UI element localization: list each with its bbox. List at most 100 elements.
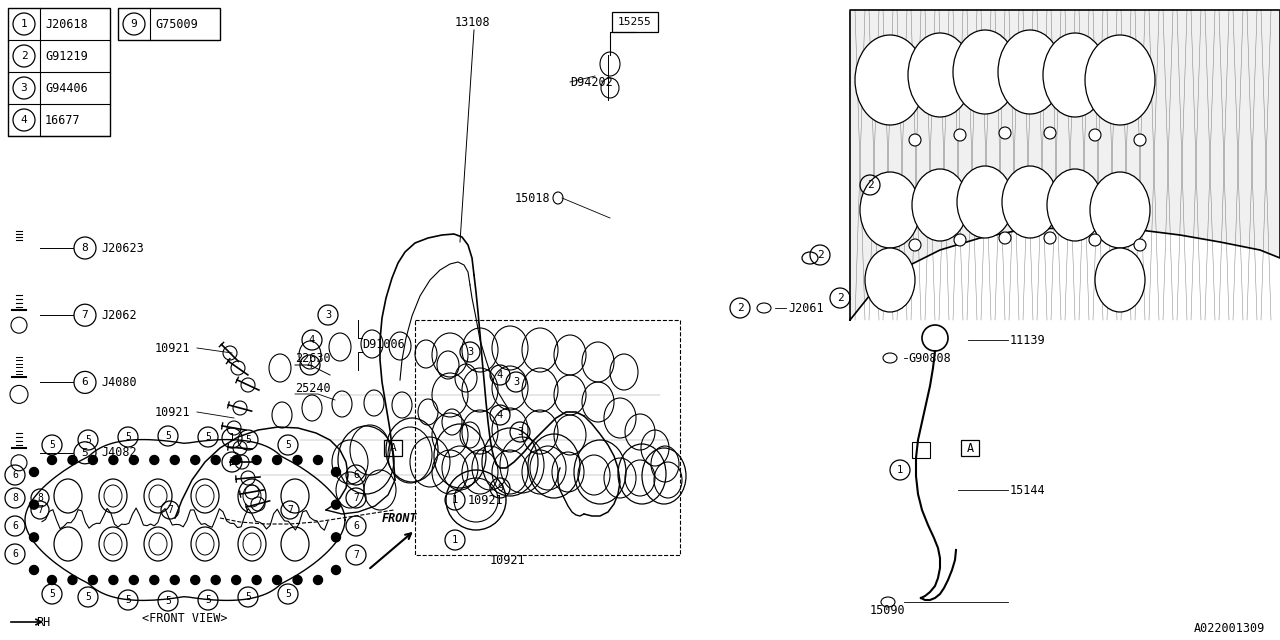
Text: J2061: J2061	[788, 301, 823, 314]
Text: 1: 1	[229, 433, 236, 443]
Circle shape	[1044, 127, 1056, 139]
Text: 9: 9	[497, 483, 503, 493]
Text: 9: 9	[131, 19, 137, 29]
Text: 7: 7	[353, 550, 358, 560]
Text: 8: 8	[82, 243, 88, 253]
Circle shape	[293, 575, 302, 584]
Circle shape	[1044, 232, 1056, 244]
Circle shape	[332, 566, 340, 575]
Text: 3: 3	[517, 427, 524, 437]
Text: A022001309: A022001309	[1194, 621, 1265, 634]
Text: 6: 6	[12, 549, 18, 559]
Text: 3: 3	[20, 83, 27, 93]
Text: 8: 8	[37, 493, 44, 503]
Text: 7: 7	[287, 505, 293, 515]
Circle shape	[29, 566, 38, 575]
Text: 15144: 15144	[1010, 483, 1046, 497]
Text: 11139: 11139	[1010, 333, 1046, 346]
Text: A: A	[966, 442, 974, 454]
Circle shape	[954, 234, 966, 246]
Ellipse shape	[1091, 172, 1149, 248]
Circle shape	[314, 456, 323, 465]
Ellipse shape	[855, 35, 925, 125]
Circle shape	[954, 129, 966, 141]
Text: 10921: 10921	[490, 554, 526, 566]
Circle shape	[29, 533, 38, 542]
Text: 5: 5	[205, 432, 211, 442]
Text: 1: 1	[229, 457, 236, 467]
Text: J20623: J20623	[101, 241, 143, 255]
Text: D91006: D91006	[362, 339, 404, 351]
Circle shape	[273, 575, 282, 584]
Text: RH: RH	[36, 616, 50, 628]
Circle shape	[232, 575, 241, 584]
Circle shape	[88, 575, 97, 584]
Text: J2062: J2062	[101, 308, 137, 322]
Text: 4: 4	[497, 410, 503, 420]
Circle shape	[998, 232, 1011, 244]
Ellipse shape	[1002, 166, 1059, 238]
Text: 5: 5	[125, 432, 131, 442]
Bar	[8, 8, 110, 136]
Text: 2: 2	[736, 303, 744, 313]
Circle shape	[68, 575, 77, 584]
Circle shape	[1089, 129, 1101, 141]
Text: 5: 5	[84, 435, 91, 445]
Circle shape	[88, 456, 97, 465]
Polygon shape	[850, 10, 1280, 320]
Circle shape	[332, 533, 340, 542]
Text: 5: 5	[205, 595, 211, 605]
Circle shape	[909, 134, 922, 146]
Bar	[415, 320, 680, 555]
Text: 5: 5	[125, 595, 131, 605]
Ellipse shape	[908, 33, 972, 117]
Text: 5: 5	[244, 435, 251, 445]
Text: 7: 7	[168, 505, 173, 515]
Circle shape	[109, 456, 118, 465]
Text: J4080: J4080	[101, 376, 137, 389]
Text: 4: 4	[307, 360, 314, 370]
Text: 5: 5	[49, 440, 55, 450]
Bar	[911, 442, 931, 458]
Text: 6: 6	[12, 521, 18, 531]
Text: 3: 3	[325, 310, 332, 320]
Text: 13108: 13108	[454, 15, 490, 29]
Circle shape	[293, 456, 302, 465]
Text: 4: 4	[497, 370, 503, 380]
Circle shape	[47, 575, 56, 584]
Circle shape	[273, 456, 282, 465]
Ellipse shape	[865, 248, 915, 312]
Text: 5: 5	[49, 589, 55, 599]
Circle shape	[998, 127, 1011, 139]
Text: 15018: 15018	[515, 191, 550, 205]
Circle shape	[1089, 234, 1101, 246]
Text: 5: 5	[82, 448, 88, 458]
Ellipse shape	[957, 166, 1012, 238]
Ellipse shape	[911, 169, 968, 241]
Text: 10921: 10921	[468, 493, 503, 506]
Text: 7: 7	[82, 310, 88, 320]
Text: 5: 5	[285, 440, 291, 450]
Text: 6: 6	[353, 470, 358, 480]
Text: J4082: J4082	[101, 446, 137, 460]
Text: FRONT: FRONT	[383, 511, 417, 525]
Circle shape	[68, 456, 77, 465]
Circle shape	[29, 500, 38, 509]
Text: 7: 7	[353, 493, 358, 503]
Text: 5: 5	[165, 431, 172, 441]
Circle shape	[191, 575, 200, 584]
Text: 22630: 22630	[294, 351, 330, 365]
Text: G91219: G91219	[45, 49, 88, 63]
Circle shape	[332, 467, 340, 477]
Text: G90808: G90808	[908, 351, 951, 365]
Ellipse shape	[954, 30, 1018, 114]
Circle shape	[170, 456, 179, 465]
Text: 2: 2	[837, 293, 844, 303]
Text: 5: 5	[285, 589, 291, 599]
Text: 6: 6	[353, 521, 358, 531]
Text: 8: 8	[12, 493, 18, 503]
Circle shape	[211, 456, 220, 465]
Circle shape	[47, 456, 56, 465]
Text: 15090: 15090	[870, 604, 906, 616]
Text: 3: 3	[467, 347, 474, 357]
